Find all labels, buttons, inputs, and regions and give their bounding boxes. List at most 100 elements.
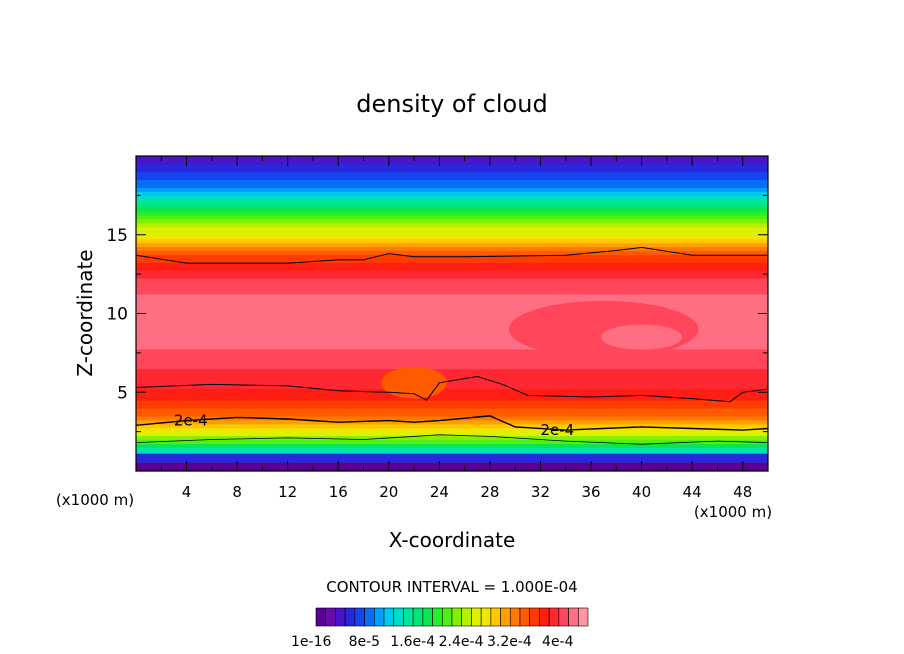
density-band [136,156,768,161]
density-band [136,333,768,338]
density-band [136,234,768,240]
y-axis-title: Z-coordinate [73,249,97,376]
plot-area: 2e-4 2e-4 [135,155,769,472]
x-unit-label-right: (x1000 m) [694,503,772,521]
colorbar-label: 1.6e-4 [390,634,435,650]
density-floor [136,453,768,463]
contour-label: 2e-4 [174,412,208,430]
density-band [136,222,768,228]
density-band [136,258,768,263]
contour-line [135,434,769,445]
density-band [136,183,768,189]
density-band [136,408,768,413]
colorbar-swatch [364,607,375,627]
density-band [136,384,768,389]
x-axis-title: X-coordinate [389,528,516,552]
density-band [136,380,768,385]
density-band [136,451,768,456]
density-band [136,211,768,216]
colorbar-swatch [412,607,424,627]
x-tick-label: 24 [430,483,449,501]
colorbar-swatch [383,607,395,627]
colorbar-swatch [422,607,433,627]
x-tick-label: 28 [480,483,499,501]
density-band [136,171,768,177]
y-tick-label: 10 [106,305,128,325]
density-band [136,443,768,448]
colorbar-swatch [393,607,404,627]
density-band [136,404,768,409]
density-floor [136,462,768,471]
density-band [136,423,768,429]
colorbar-swatch [548,607,560,627]
density-band [136,274,768,279]
density-band [136,317,768,322]
density-band [136,246,768,252]
x-tick-label: 8 [232,483,242,501]
colorbar-swatch [344,607,356,627]
density-band [136,392,768,397]
colorbar-swatch [539,607,550,627]
density-band [136,341,768,346]
colorbar-label: 4e-4 [542,634,574,650]
colorbar-labels: 1e-16 8e-5 1.6e-4 2.4e-4 3.2e-4 4e-4 [291,634,574,650]
density-band [136,226,768,232]
x-tick-label: 40 [632,483,651,501]
density-band [136,352,768,358]
colorbar [315,607,589,627]
colorbar-swatch [490,607,501,627]
density-band [136,411,768,417]
colorbar-label: 2.4e-4 [439,634,484,650]
density-band [136,285,768,291]
colorbar-swatch [432,607,443,627]
colorbar-swatch [354,607,365,627]
colorbar-swatch [335,607,346,627]
density-band [136,230,768,236]
density-band [136,388,768,393]
colorbar-swatch [471,607,482,627]
density-band [136,270,768,275]
y-tick-label: 5 [117,383,128,403]
density-bands [136,156,768,472]
colorbar-swatch [558,607,569,627]
colorbar-swatch [577,607,589,627]
colorbar-swatch [373,607,385,627]
colorbar-swatch [315,607,327,627]
x-tick-label: 12 [278,483,297,501]
density-band [136,348,768,354]
density-band [136,376,768,382]
density-band [136,238,768,244]
density-band [136,297,768,303]
density-band [136,325,768,330]
density-band [136,345,768,350]
colorbar-swatch [480,607,492,627]
density-band [136,321,768,326]
contour-line [135,415,769,431]
colorbar-swatch [519,607,531,627]
density-band [136,329,768,334]
density-band [136,415,768,421]
density-band [136,191,768,196]
colorbar-swatch [441,607,453,627]
colorbar-swatch [461,607,472,627]
density-band [136,175,768,181]
colorbar-swatch [451,607,463,627]
colorbar-swatch [568,607,579,627]
density-band [136,203,768,208]
contour-line [135,375,769,403]
density-band [136,250,768,256]
density-band [136,159,768,165]
colorbar-swatch [500,607,511,627]
colorbar-swatch [529,607,540,627]
x-unit-label-left: (x1000 m) [56,491,134,509]
density-band [136,278,768,283]
density-band [136,167,768,173]
density-band [136,179,768,185]
density-band [136,289,768,295]
density-band [136,427,768,433]
density-band [136,447,768,452]
density-band [136,364,768,370]
x-tick-label: 44 [683,483,702,501]
density-band [136,187,768,193]
